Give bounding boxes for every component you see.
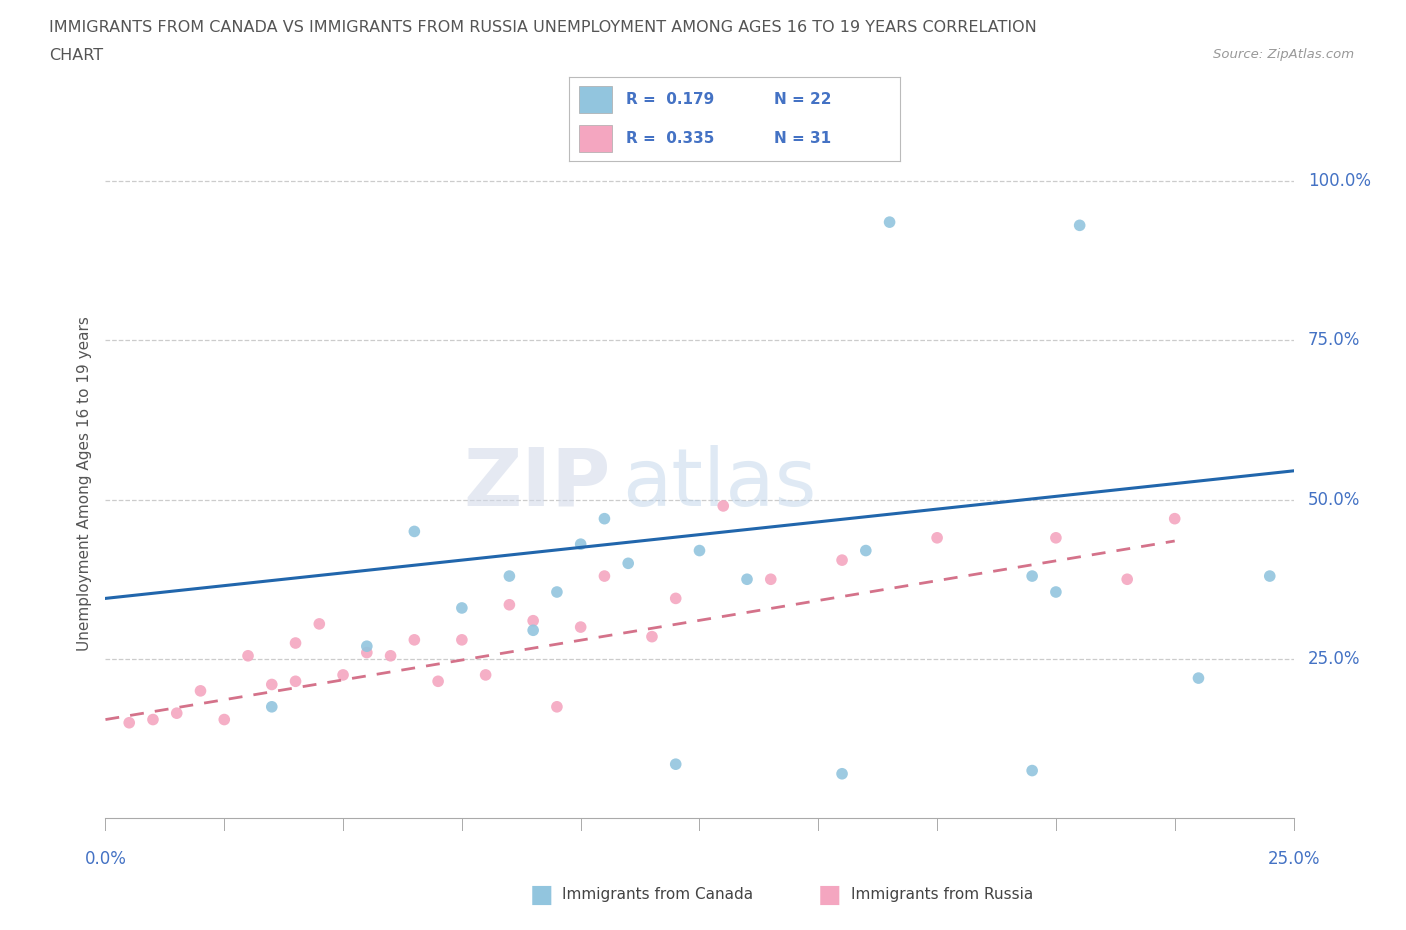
Point (569, 619, 592, 634)
Point (284, 674, 307, 689)
Text: 25.0%: 25.0% (1267, 850, 1320, 869)
Point (380, 648, 402, 663)
Point (142, 712, 165, 727)
Point (404, 524, 426, 538)
Text: Immigrants from Russia: Immigrants from Russia (851, 887, 1033, 902)
Point (522, 613, 544, 628)
Point (1045, 530, 1067, 545)
Point (759, 572, 782, 587)
Point (166, 706, 188, 721)
Point (1116, 572, 1139, 587)
Point (498, 568, 520, 583)
Point (735, 572, 758, 587)
Point (1045, 585, 1067, 600)
Point (831, 766, 853, 781)
Point (665, 757, 688, 772)
Text: 0.0%: 0.0% (84, 850, 127, 869)
Point (474, 668, 496, 683)
Point (1258, 568, 1281, 583)
Text: R =  0.179: R = 0.179 (626, 92, 714, 107)
Point (1164, 512, 1187, 526)
Text: Immigrants from Canada: Immigrants from Canada (562, 887, 754, 902)
Point (831, 552, 853, 567)
Bar (579, 125, 613, 152)
Text: 25.0%: 25.0% (1308, 650, 1360, 668)
Point (332, 668, 354, 683)
Y-axis label: Unemployment Among Ages 16 to 19 years: Unemployment Among Ages 16 to 19 years (76, 316, 91, 651)
Point (711, 498, 734, 513)
Point (236, 648, 259, 663)
Text: N = 22: N = 22 (775, 92, 832, 107)
Text: ■: ■ (818, 883, 841, 907)
Point (284, 635, 307, 650)
Point (427, 674, 450, 689)
Point (450, 632, 472, 647)
Point (879, 215, 901, 230)
Point (1021, 764, 1043, 778)
Point (593, 568, 616, 583)
Point (118, 715, 141, 730)
Point (450, 601, 472, 616)
Point (260, 699, 283, 714)
Text: N = 31: N = 31 (775, 131, 831, 146)
Point (522, 623, 544, 638)
Point (546, 699, 568, 714)
Text: atlas: atlas (623, 445, 817, 523)
Point (617, 556, 640, 571)
Point (1069, 218, 1091, 232)
Point (356, 639, 378, 654)
Point (689, 543, 711, 558)
Text: ZIP: ZIP (463, 445, 610, 523)
Point (498, 597, 520, 612)
Point (641, 630, 664, 644)
Text: CHART: CHART (49, 48, 103, 63)
Text: 50.0%: 50.0% (1308, 490, 1360, 509)
Text: ■: ■ (530, 883, 553, 907)
Point (404, 632, 426, 647)
Point (260, 677, 283, 692)
Text: 75.0%: 75.0% (1308, 331, 1360, 349)
Text: Source: ZipAtlas.com: Source: ZipAtlas.com (1213, 48, 1354, 61)
Point (1187, 671, 1209, 685)
Point (593, 512, 616, 526)
Point (665, 591, 688, 605)
Point (190, 684, 212, 698)
Point (1021, 568, 1043, 583)
Point (925, 530, 948, 545)
Point (546, 585, 568, 600)
Point (214, 712, 236, 727)
Point (308, 617, 330, 631)
Text: R =  0.335: R = 0.335 (626, 131, 714, 146)
Bar (579, 86, 613, 113)
Text: 100.0%: 100.0% (1308, 172, 1371, 190)
Text: IMMIGRANTS FROM CANADA VS IMMIGRANTS FROM RUSSIA UNEMPLOYMENT AMONG AGES 16 TO 1: IMMIGRANTS FROM CANADA VS IMMIGRANTS FRO… (49, 20, 1038, 35)
Point (356, 645, 378, 660)
Point (855, 543, 877, 558)
Point (569, 537, 592, 551)
